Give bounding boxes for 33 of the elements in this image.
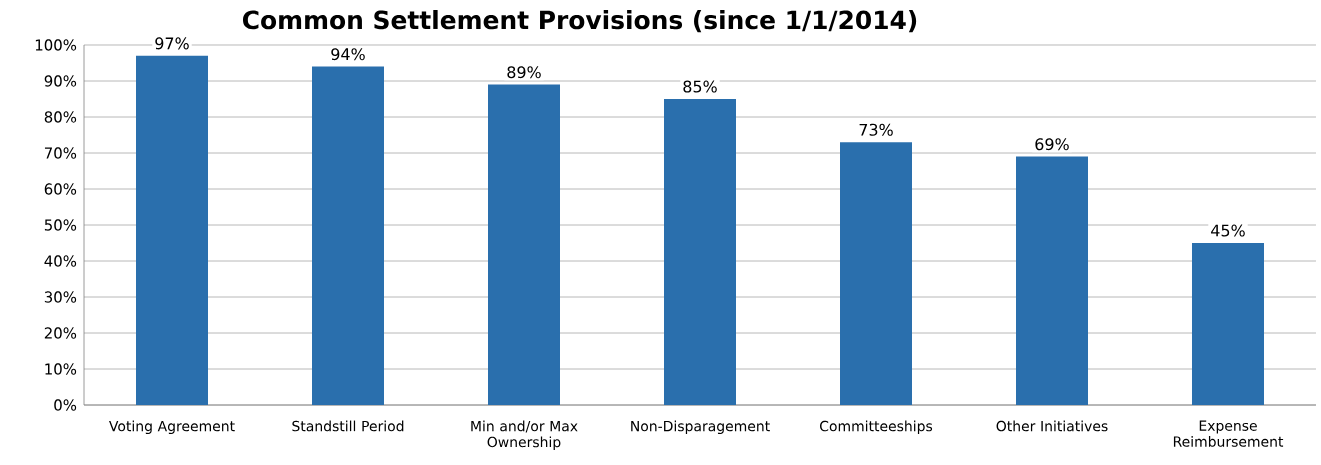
y-tick-label: 10%	[45, 363, 77, 375]
x-tick-label: Other Initiatives	[996, 420, 1108, 432]
y-tick-label: 50%	[44, 219, 77, 231]
x-tick-label: Standstill Period	[292, 420, 404, 432]
bar	[136, 55, 208, 405]
x-tick-label: Min and/or Max Ownership	[471, 420, 578, 450]
y-tick-label: 100%	[35, 39, 77, 51]
y-tick-label: 60%	[44, 183, 77, 195]
data-label: 97%	[155, 37, 189, 50]
x-tick-label: Expense Reimbursement	[1173, 420, 1284, 447]
data-label: 69%	[1035, 138, 1069, 151]
bar	[312, 66, 384, 405]
bar	[664, 99, 736, 405]
data-label: 89%	[507, 66, 541, 79]
x-tick-label: Non-Disparagement	[631, 420, 770, 435]
x-tick-label: Committeeships	[820, 420, 933, 435]
data-label: 73%	[859, 123, 893, 136]
data-label: 85%	[683, 80, 717, 93]
bar	[840, 142, 912, 405]
bar	[488, 84, 560, 405]
x-tick-label: Voting Agreement	[109, 420, 235, 435]
data-label: 94%	[331, 48, 365, 61]
y-tick-label: 70%	[44, 147, 77, 159]
chart-title: Common Settlement Provisions (since 1/1/2014)	[243, 10, 917, 33]
y-tick-label: 20%	[44, 327, 77, 339]
data-label: 45%	[1211, 224, 1245, 237]
y-tick-label: 30%	[44, 291, 77, 303]
bar	[1016, 156, 1088, 405]
y-tick-label: 80%	[44, 111, 77, 123]
y-tick-label: 90%	[44, 75, 77, 87]
y-tick-label: 40%	[44, 255, 77, 267]
y-tick-label: 0%	[54, 399, 77, 411]
bar	[1191, 243, 1264, 405]
